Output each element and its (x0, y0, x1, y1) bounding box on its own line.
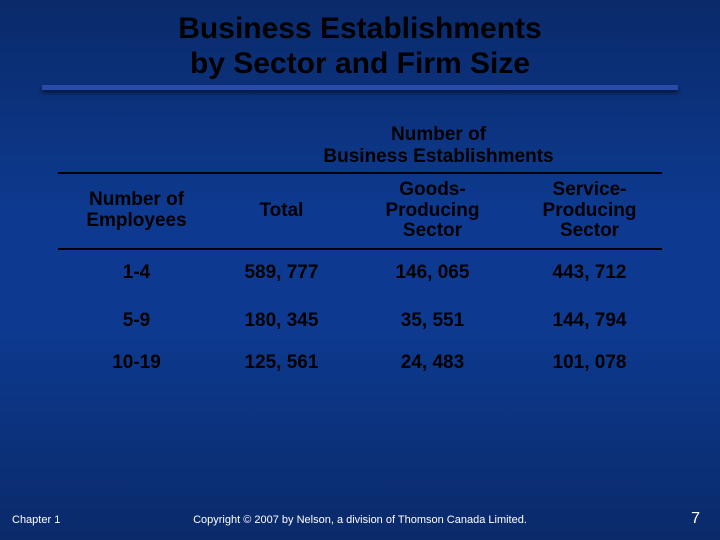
establishments-table: Number ofBusiness Establishments Number … (58, 118, 662, 384)
table-row: 1-4 589, 777 146, 065 443, 712 (58, 249, 662, 300)
cell-total: 589, 777 (215, 249, 348, 300)
table-container: Number ofBusiness Establishments Number … (58, 118, 662, 384)
slide-title: Business Establishments by Sector and Fi… (0, 12, 720, 81)
cell-total: 125, 561 (215, 342, 348, 384)
copyright-text: Copyright © 2007 by Nelson, a division o… (0, 514, 720, 526)
table-row: 5-9 180, 345 35, 551 144, 794 (58, 300, 662, 342)
table-row: 10-19 125, 561 24, 483 101, 078 (58, 342, 662, 384)
cell-service: 443, 712 (517, 249, 662, 300)
row-label: 10-19 (58, 342, 215, 384)
cell-goods: 146, 065 (348, 249, 517, 300)
cell-goods: 24, 483 (348, 342, 517, 384)
blank-cell (58, 118, 215, 173)
title-line-1: Business Establishments (178, 12, 541, 45)
title-block: Business Establishments by Sector and Fi… (0, 0, 720, 90)
table-super-header-row: Number ofBusiness Establishments (58, 118, 662, 173)
table-header-row: Number ofEmployees Total Goods-Producing… (58, 173, 662, 250)
cell-service: 101, 078 (517, 342, 662, 384)
col-header-employees: Number ofEmployees (58, 173, 215, 250)
col-header-total: Total (215, 173, 348, 250)
page-number: 7 (691, 510, 700, 528)
chapter-label: Chapter 1 (12, 514, 60, 526)
cell-total: 180, 345 (215, 300, 348, 342)
cell-goods: 35, 551 (348, 300, 517, 342)
row-label: 1-4 (58, 249, 215, 300)
title-underline (42, 85, 678, 90)
super-header-label: Number ofBusiness Establishments (215, 118, 662, 173)
slide: Business Establishments by Sector and Fi… (0, 0, 720, 540)
row-label: 5-9 (58, 300, 215, 342)
col-header-service: Service-ProducingSector (517, 173, 662, 250)
cell-service: 144, 794 (517, 300, 662, 342)
title-line-2: by Sector and Firm Size (190, 47, 530, 80)
footer: Chapter 1 Copyright © 2007 by Nelson, a … (0, 514, 720, 526)
col-header-goods: Goods-ProducingSector (348, 173, 517, 250)
